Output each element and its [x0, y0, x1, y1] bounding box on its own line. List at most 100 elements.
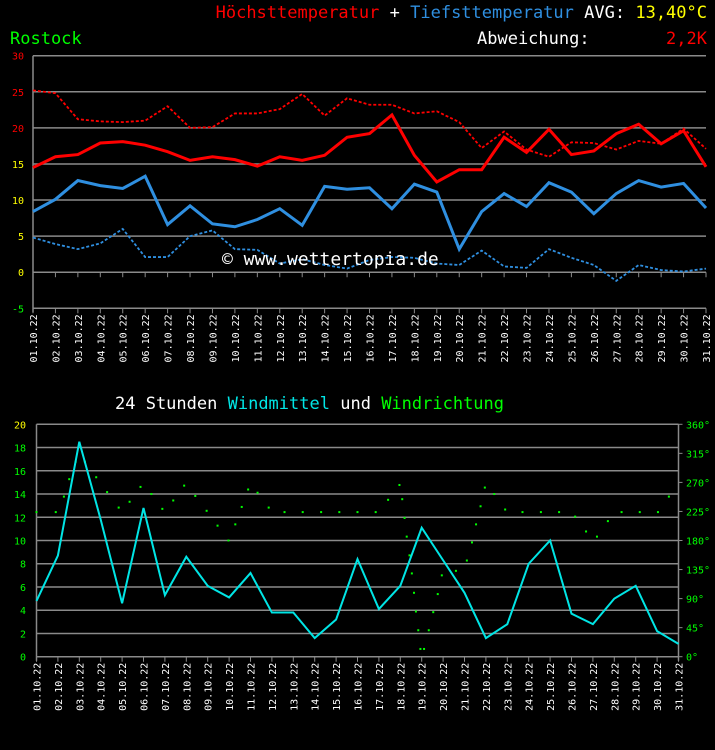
wind-direction-point	[493, 493, 496, 496]
y2-tick-label: 45°	[686, 624, 704, 635]
wind-direction-point	[117, 506, 120, 509]
y2-tick-label: 90°	[686, 595, 704, 606]
y-tick-label: 2	[20, 629, 26, 640]
x-tick-label: 07.10.22	[164, 314, 175, 362]
x-tick-label: 23.10.22	[523, 314, 534, 362]
wind-direction-point	[432, 611, 435, 614]
x-tick-label: 06.10.22	[141, 314, 152, 362]
wind-direction-point	[585, 530, 588, 533]
wind-direction-point	[216, 524, 219, 527]
wind-direction-point	[504, 508, 507, 511]
high-temp-line	[32, 112, 708, 184]
wind-direction-point	[475, 523, 478, 526]
wind-direction-point	[320, 511, 323, 514]
y-tick-label: 12	[14, 513, 26, 524]
x-tick-label: 19.10.22	[418, 663, 429, 711]
y-tick-label: 4	[20, 606, 26, 617]
x-tick-label: 08.10.22	[186, 314, 197, 362]
y-tick-label: 16	[14, 467, 26, 478]
x-tick-label: 24.10.22	[525, 663, 536, 711]
wind-direction-point	[128, 500, 131, 503]
wind-direction-point	[454, 569, 457, 572]
wind-direction-point	[150, 493, 153, 496]
x-tick-label: 23.10.22	[503, 663, 514, 711]
wind-direction-point	[479, 505, 482, 508]
x-tick-label: 12.10.22	[268, 663, 279, 711]
wind-direction-point	[465, 559, 468, 562]
x-tick-label: 13.10.22	[298, 314, 309, 362]
y-tick-label: 8	[20, 560, 26, 571]
x-tick-label: 22.10.22	[482, 663, 493, 711]
wind-direction-point	[419, 647, 422, 650]
x-tick-label: 31.10.22	[702, 314, 713, 362]
y2-tick-label: 0°	[686, 653, 698, 664]
wind-direction-point	[267, 506, 270, 509]
wind-direction-point	[539, 511, 542, 514]
wind-direction-point	[387, 498, 390, 501]
wind-direction-point	[62, 495, 65, 498]
deviation-label: Abweichung:	[477, 29, 590, 49]
x-tick-label: 04.10.22	[97, 663, 108, 711]
wind-direction-point	[338, 511, 341, 514]
wind-direction-point	[656, 511, 659, 514]
y2-tick-label: 135°	[686, 566, 710, 577]
wind-direction-point	[247, 488, 250, 491]
wind-chart-title: 24 Stunden Windmittel und Windrichtung	[115, 394, 504, 414]
high-normal-line	[32, 89, 707, 158]
wind-direction-point	[403, 516, 406, 519]
wind-direction-point	[35, 511, 38, 514]
wind-direction-point	[139, 485, 142, 488]
x-tick-label: 11.10.22	[253, 314, 264, 362]
x-tick-label: 02.10.22	[51, 314, 62, 362]
wind-direction-point	[412, 591, 415, 594]
x-tick-label: 10.10.22	[231, 314, 242, 362]
wind-direction-point	[558, 511, 561, 514]
y-tick-label: 20	[12, 124, 24, 135]
x-tick-label: 30.10.22	[653, 663, 664, 711]
wind-direction-point	[227, 539, 230, 542]
wind-direction-point	[638, 511, 641, 514]
wind-direction-point	[374, 511, 377, 514]
x-tick-label: 21.10.22	[461, 663, 472, 711]
wind-direction-point	[401, 498, 404, 501]
x-tick-label: 10.10.22	[225, 663, 236, 711]
wind-direction-point	[574, 515, 577, 518]
x-tick-label: 28.10.22	[635, 314, 646, 362]
x-tick-label: 12.10.22	[276, 314, 287, 362]
avg-label: AVG:	[584, 3, 626, 23]
x-tick-label: 30.10.22	[680, 314, 691, 362]
y-tick-label: 30	[12, 52, 24, 63]
wind-direction-point	[414, 610, 417, 613]
x-tick-label: 06.10.22	[140, 663, 151, 711]
chart-title: Höchsttemperatur + Tiefsttemperatur AVG:…	[216, 3, 707, 23]
x-tick-label: 07.10.22	[161, 663, 172, 711]
x-tick-label: 04.10.22	[96, 314, 107, 362]
wind-direction-point	[194, 494, 197, 497]
x-tick-label: 16.10.22	[354, 663, 365, 711]
x-tick-label: 21.10.22	[478, 314, 489, 362]
avg-value: 13,40°C	[635, 3, 707, 23]
wind-direction-point	[423, 647, 426, 650]
wind-direction-point	[398, 483, 401, 486]
y-tick-label: 6	[20, 583, 26, 594]
wind-direction-point	[417, 629, 420, 632]
x-tick-label: 25.10.22	[546, 663, 557, 711]
y-tick-label: 5	[18, 232, 24, 243]
x-tick-label: 28.10.22	[610, 663, 621, 711]
x-tick-label: 09.10.22	[208, 314, 219, 362]
wind-direction-point	[161, 507, 164, 510]
x-tick-label: 15.10.22	[343, 314, 354, 362]
wind-title-c: und	[340, 394, 371, 414]
wind-direction-point	[408, 554, 411, 557]
x-tick-label: 08.10.22	[182, 663, 193, 711]
x-tick-label: 20.10.22	[455, 314, 466, 362]
wind-direction-point	[521, 511, 524, 514]
y-tick-label: 25	[12, 88, 24, 99]
wind-direction-point	[595, 535, 598, 538]
x-tick-label: 09.10.22	[204, 663, 215, 711]
x-tick-label: 17.10.22	[388, 314, 399, 362]
y-tick-label: 0	[20, 653, 26, 664]
wind-direction-point	[283, 511, 286, 514]
wind-direction-point	[205, 509, 208, 512]
wind-direction-point	[606, 520, 609, 523]
